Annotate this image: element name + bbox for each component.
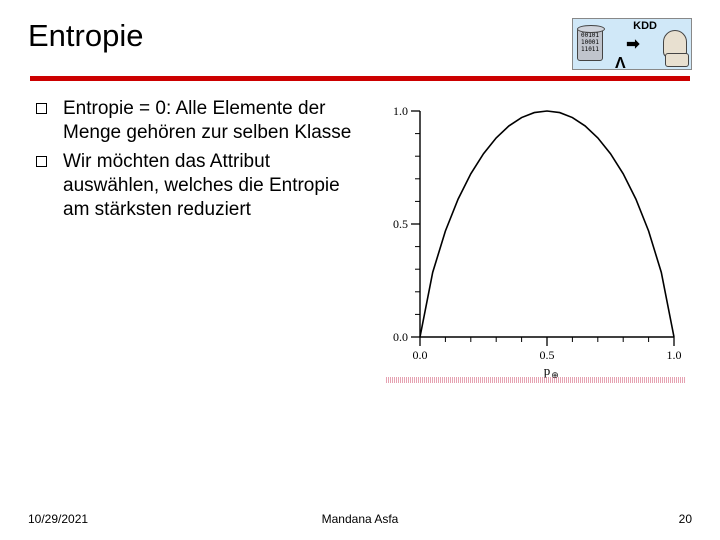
- list-item: Wir möchten das Attribut auswählen, welc…: [28, 150, 368, 223]
- head-icon: [663, 30, 687, 58]
- entropy-chart: 0.00.51.00.00.51.0p⊕: [376, 95, 688, 381]
- database-icon: 00101 10001 11011: [577, 27, 603, 61]
- svg-text:1.0: 1.0: [667, 348, 682, 362]
- footer-author: Mandana Asfa: [322, 512, 399, 526]
- chart-svg: 0.00.51.00.00.51.0p⊕: [376, 101, 686, 381]
- list-item: Entropie = 0: Alle Elemente der Menge ge…: [28, 97, 368, 146]
- footer-date: 10/29/2021: [28, 512, 88, 526]
- bullet-icon: [36, 156, 47, 167]
- kdd-logo: 00101 10001 11011 KDD ➡ Λ: [572, 18, 692, 70]
- slide-root: Entropie 00101 10001 11011 KDD ➡ Λ Entro…: [0, 0, 720, 540]
- bullet-list: Entropie = 0: Alle Elemente der Menge ge…: [28, 95, 368, 381]
- arrow-right-icon: ➡: [626, 34, 639, 54]
- svg-text:1.0: 1.0: [393, 104, 408, 118]
- footer-page: 20: [679, 512, 692, 526]
- svg-text:0.5: 0.5: [393, 217, 408, 231]
- content-row: Entropie = 0: Alle Elemente der Menge ge…: [28, 95, 692, 381]
- bullet-icon: [36, 103, 47, 114]
- chart-shadow: [386, 377, 686, 383]
- svg-text:0.0: 0.0: [393, 330, 408, 344]
- svg-text:p: p: [544, 363, 551, 378]
- lambda-icon: Λ: [615, 55, 626, 73]
- bullet-text: Wir möchten das Attribut auswählen, welc…: [63, 150, 368, 223]
- svg-text:0.0: 0.0: [413, 348, 428, 362]
- accent-divider: [30, 76, 690, 81]
- slide-header: Entropie 00101 10001 11011 KDD ➡ Λ: [28, 18, 692, 70]
- slide-title: Entropie: [28, 18, 143, 54]
- svg-text:0.5: 0.5: [540, 348, 555, 362]
- binary-text: 00101 10001 11011: [578, 28, 602, 53]
- bullet-text: Entropie = 0: Alle Elemente der Menge ge…: [63, 97, 368, 146]
- kdd-label: KDD: [633, 20, 657, 32]
- slide-footer: 10/29/2021 Mandana Asfa 20: [28, 512, 692, 526]
